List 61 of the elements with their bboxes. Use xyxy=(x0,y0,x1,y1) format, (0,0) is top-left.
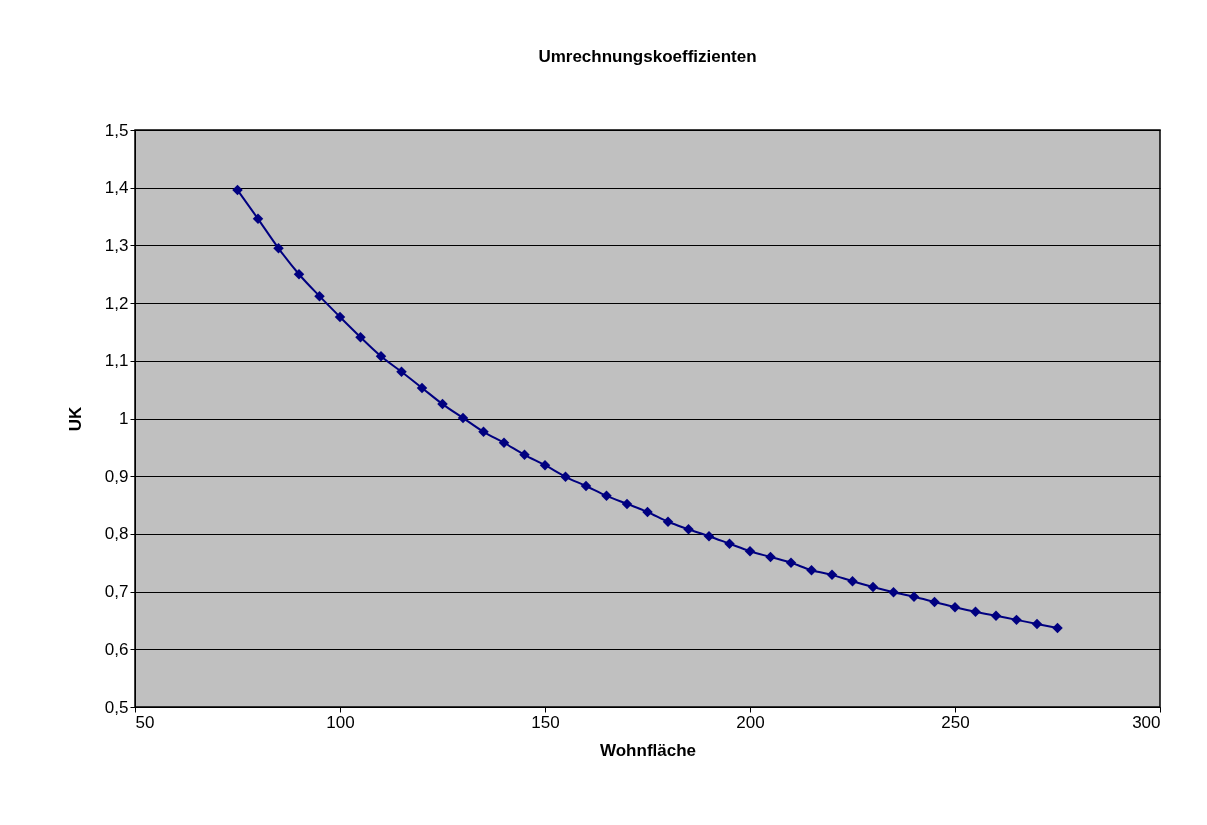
point xyxy=(683,524,694,535)
x-tick-label: 50 xyxy=(135,712,155,732)
point xyxy=(806,565,817,576)
point xyxy=(539,459,551,471)
x-tick-label: 250 xyxy=(941,712,970,732)
point xyxy=(478,426,489,438)
point xyxy=(314,290,325,302)
point xyxy=(990,610,1002,622)
y-tick-label: 1,3 xyxy=(104,235,129,255)
point xyxy=(949,601,961,613)
point xyxy=(1052,622,1063,634)
point xyxy=(888,586,899,598)
y-tick-label: 1 xyxy=(119,409,129,428)
point xyxy=(826,569,838,581)
y-tick-label: 1,4 xyxy=(104,178,129,198)
point xyxy=(724,538,735,549)
point xyxy=(580,480,592,492)
point xyxy=(252,213,264,225)
point xyxy=(355,331,366,343)
x-tick-label: 150 xyxy=(531,712,560,732)
y-tick-label: 1,2 xyxy=(104,293,129,313)
x-tick-label: 100 xyxy=(326,712,355,732)
point xyxy=(970,606,981,618)
point xyxy=(662,516,674,528)
point xyxy=(765,551,776,563)
y-tick-label: 0,6 xyxy=(104,639,129,659)
x-axis-title: Wohnfläche xyxy=(599,740,697,760)
point xyxy=(396,366,407,378)
point xyxy=(437,398,448,410)
y-tick-label: 0,5 xyxy=(104,697,129,717)
point xyxy=(867,581,879,593)
y-tick-label: 1,5 xyxy=(104,120,129,140)
point xyxy=(601,490,612,502)
point xyxy=(929,596,940,608)
point xyxy=(1011,614,1022,626)
point xyxy=(560,471,571,483)
point xyxy=(293,269,305,280)
point xyxy=(232,184,243,196)
chart-title: Umrechnungskoeffizienten xyxy=(538,47,757,66)
point xyxy=(416,382,428,394)
point xyxy=(457,412,469,424)
point xyxy=(744,545,756,557)
point xyxy=(273,243,284,254)
point xyxy=(908,591,920,603)
y-tick-label: 0,8 xyxy=(104,524,129,544)
point xyxy=(642,506,653,518)
y-tick-label: 0,9 xyxy=(104,466,129,486)
point xyxy=(785,557,797,568)
x-tick-label: 200 xyxy=(736,712,765,732)
point xyxy=(334,311,346,323)
point xyxy=(498,437,510,448)
y-axis-title: UK xyxy=(65,406,85,432)
point xyxy=(703,530,715,542)
y-tick-label: 1,1 xyxy=(104,351,129,371)
point xyxy=(621,498,633,510)
point xyxy=(847,575,858,587)
point xyxy=(1031,618,1043,630)
x-tick-label: 300 xyxy=(1132,712,1161,732)
point xyxy=(375,350,387,362)
point xyxy=(519,449,530,461)
y-tick-label: 0,7 xyxy=(104,582,129,602)
